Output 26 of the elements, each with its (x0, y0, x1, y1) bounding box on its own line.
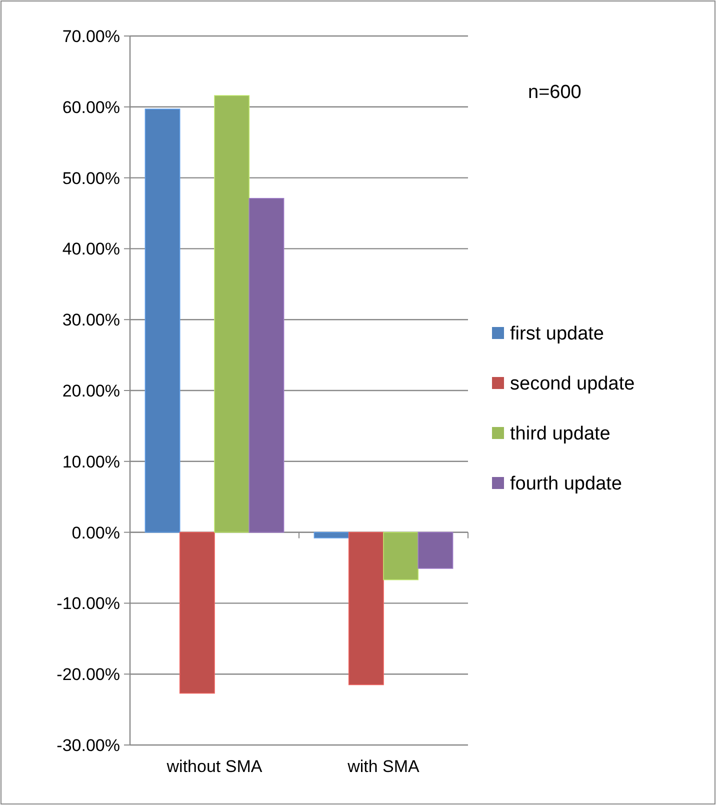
y-tick-label: 10.00% (62, 452, 120, 472)
bar (214, 95, 250, 533)
bar (248, 198, 284, 533)
y-tick-label: 60.00% (62, 98, 120, 117)
y-tick-label: 30.00% (62, 310, 120, 330)
bar (418, 532, 454, 569)
bar (314, 532, 350, 538)
text: n=600 (528, 82, 582, 103)
legend-label: fourth update (510, 474, 622, 495)
y-tick-label: 40.00% (62, 240, 120, 259)
x-tick-label: with SMA (346, 757, 420, 776)
legend-label: first update (510, 324, 604, 345)
y-tick-label: -20.00% (56, 665, 120, 684)
y-tick-label: 0.00% (72, 523, 120, 542)
bar (383, 532, 419, 580)
bar (179, 532, 215, 694)
y-tick-label: 50.00% (62, 168, 120, 188)
bar (144, 108, 180, 533)
y-tick-label: 20.00% (62, 381, 120, 400)
x-tick-label: without SMA (166, 757, 263, 776)
y-tick-label: -10.00% (56, 594, 120, 614)
legend-label: third update (510, 424, 610, 445)
y-tick-label: -30.00% (56, 736, 120, 755)
y-tick-label: 70.00% (62, 26, 120, 46)
legend-label: second update (510, 374, 635, 395)
bar (348, 532, 384, 686)
